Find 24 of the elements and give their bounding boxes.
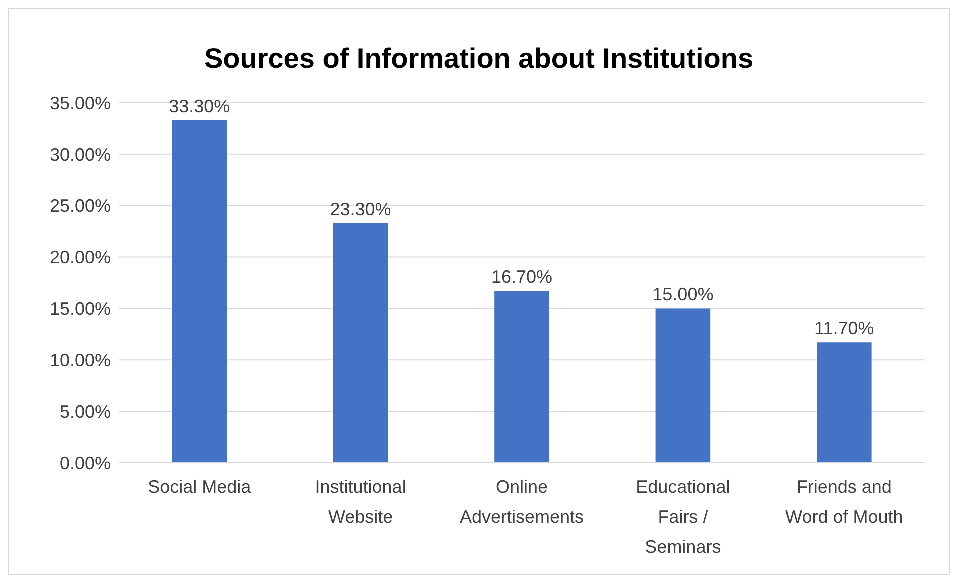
data-label: 15.00%: [652, 284, 714, 305]
x-tick-label: Online Advertisements: [460, 477, 584, 527]
y-tick-label: 15.00%: [50, 299, 111, 320]
bar: [656, 308, 711, 463]
chart-title: Sources of Information about Institutions: [203, 42, 755, 76]
y-tick-label: 5.00%: [60, 402, 111, 422]
data-label: 11.70%: [814, 318, 874, 339]
x-tick-label: Institutional Website: [315, 477, 406, 527]
y-tick-label: 30.00%: [50, 144, 111, 165]
x-tick-label: Friends and Word of Mouth: [786, 477, 904, 527]
bar: [816, 342, 872, 463]
x-tick-label: Social Media: [148, 477, 252, 497]
data-label: 23.30%: [330, 199, 392, 220]
data-label: 16.70%: [491, 267, 553, 288]
bar: [172, 120, 228, 463]
y-tick-label: 0.00%: [60, 453, 111, 474]
data-label: 33.30%: [169, 96, 230, 116]
y-tick-label: 20.00%: [50, 248, 111, 268]
y-tick-label: 10.00%: [50, 350, 111, 371]
x-tick-label: Educational Fairs / Seminars: [636, 477, 730, 557]
bar: [333, 223, 388, 463]
y-tick-label: 35.00%: [50, 93, 111, 114]
y-tick-label: 25.00%: [50, 196, 111, 216]
bar: [494, 291, 550, 463]
